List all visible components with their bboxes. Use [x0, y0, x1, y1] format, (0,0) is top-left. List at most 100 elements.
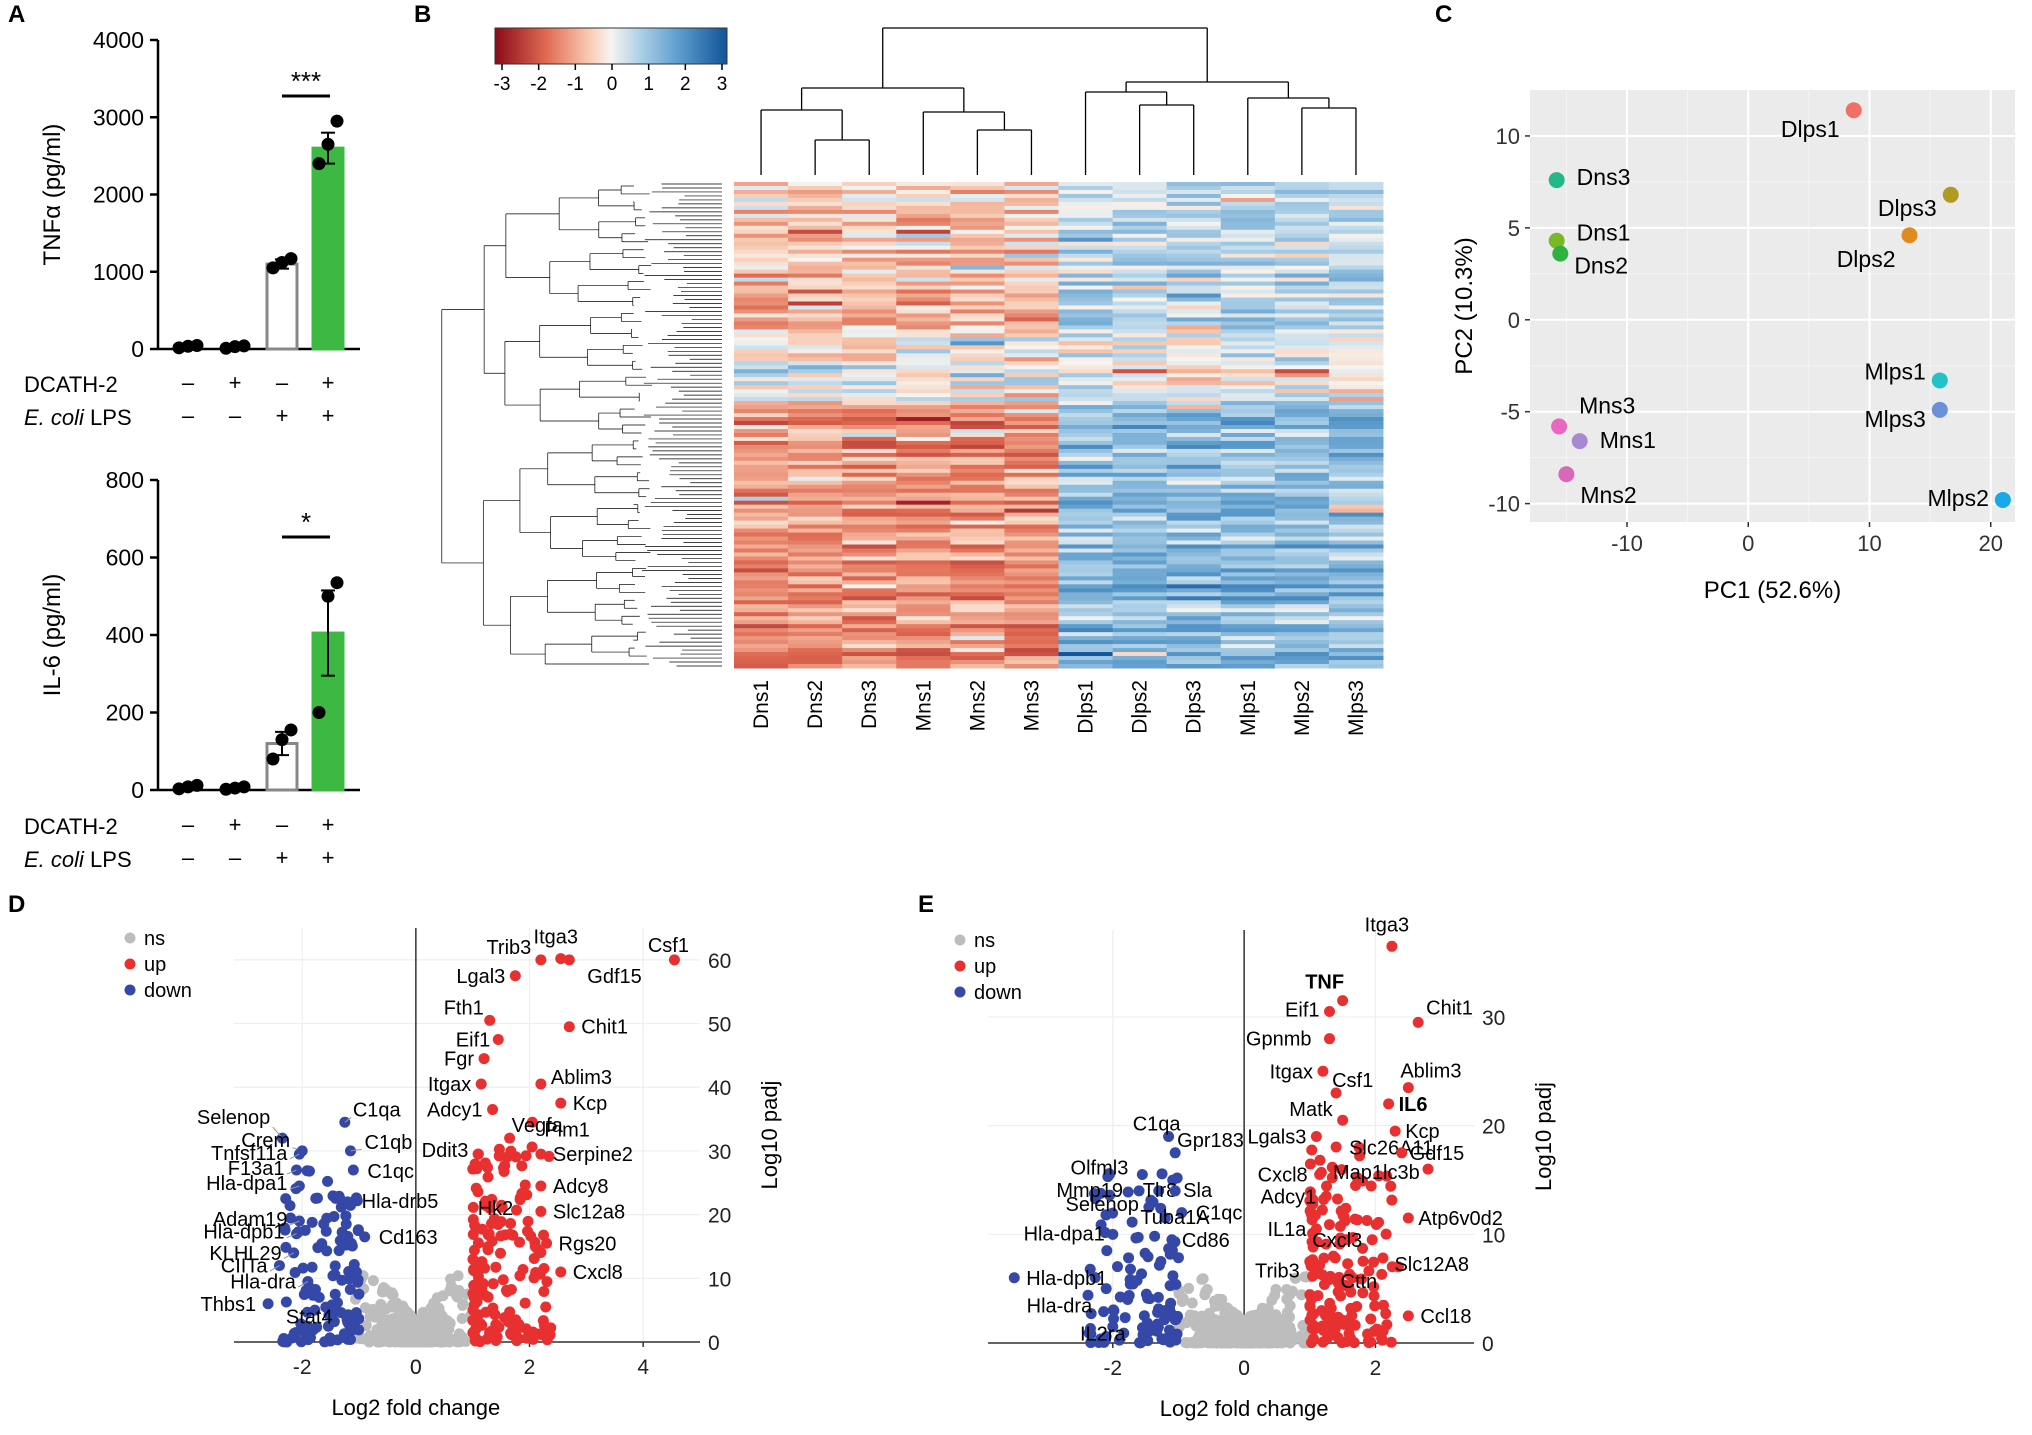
- heatmap-cell: [1274, 205, 1330, 211]
- down-gene-point: [1122, 1186, 1134, 1198]
- heatmap-cell: [896, 265, 951, 271]
- heatmap-cell: [842, 456, 897, 462]
- heatmap-cell: [734, 233, 789, 239]
- down-gene-point: [1171, 1172, 1183, 1184]
- heatmap-cell: [1004, 508, 1059, 514]
- heatmap-cell: [1274, 289, 1330, 295]
- panel-letter-e: E: [918, 891, 934, 918]
- heatmap-cell: [950, 644, 1005, 649]
- heatmap-cell: [842, 552, 897, 557]
- down-gene-point: [326, 1299, 338, 1311]
- heatmap-cell: [896, 608, 951, 613]
- up-gene-point: [1317, 1324, 1329, 1336]
- heatmap-cell: [896, 596, 951, 601]
- heatmap-cell: [842, 476, 897, 482]
- heatmap-cell: [1220, 656, 1276, 661]
- heatmap-cell: [950, 588, 1005, 593]
- heatmap-cell: [1004, 488, 1059, 494]
- y-tick-label: 800: [106, 467, 144, 493]
- heatmap-cell: [1328, 221, 1384, 227]
- labeled-gene-point: [1310, 1223, 1322, 1235]
- up-gene-point: [520, 1150, 532, 1162]
- up-gene-point: [511, 1204, 523, 1216]
- heatmap-cell: [1112, 576, 1168, 581]
- scale-tick-label: 3: [717, 74, 728, 95]
- heatmap-cell: [1274, 488, 1330, 494]
- up-gene-point: [467, 1253, 479, 1265]
- heatmap-cell: [842, 568, 897, 573]
- heatmap-cell: [1328, 536, 1384, 542]
- heatmap-cell: [1058, 468, 1114, 474]
- heatmap-cell: [734, 213, 789, 219]
- heatmap-cell: [842, 353, 897, 358]
- heatmap-cell: [842, 373, 897, 378]
- heatmap-cell: [1058, 520, 1114, 526]
- heatmap-cell: [896, 377, 951, 382]
- pca-point: [1845, 102, 1862, 119]
- ns-gene-point: [1201, 1284, 1213, 1296]
- up-gene-point: [540, 1301, 552, 1313]
- gene-label: Itga3: [534, 927, 578, 949]
- heatmap-cell: [1220, 516, 1276, 522]
- down-gene-point: [1082, 1289, 1094, 1301]
- heatmap-cell: [1004, 417, 1059, 422]
- heatmap-cell: [896, 476, 951, 482]
- heatmap-cell: [1112, 373, 1168, 378]
- y-tick-label: 10: [1482, 1224, 1505, 1247]
- heatmap-cell: [1274, 369, 1330, 374]
- heatmap-cell: [734, 656, 789, 661]
- heatmap-cell: [1058, 448, 1114, 454]
- heatmap-cell: [1220, 249, 1276, 255]
- heatmap-cell: [734, 608, 789, 613]
- heatmap-cell: [1058, 349, 1114, 354]
- ns-gene-point: [1180, 1337, 1192, 1349]
- heatmap-cell: [1328, 421, 1384, 426]
- heatmap-cell: [1004, 652, 1059, 657]
- heatmap-cell: [1058, 536, 1114, 542]
- heatmap-cell: [896, 484, 951, 490]
- label-leader-line: [283, 1252, 294, 1259]
- heatmap-cell: [1166, 448, 1222, 454]
- x-tick-label: 10: [1857, 531, 1881, 556]
- y-axis-label: Log10 padj: [757, 1081, 782, 1190]
- heatmap-cell: [734, 436, 789, 442]
- gene-label: Trib3: [486, 937, 531, 959]
- heatmap-cell: [1112, 592, 1168, 597]
- labeled-gene-point: [1163, 1131, 1175, 1142]
- gene-label: Chit1: [581, 1017, 628, 1039]
- up-gene-point: [491, 1331, 503, 1343]
- heatmap-cell: [896, 369, 951, 374]
- panel-letter-b: B: [414, 1, 431, 28]
- heatmap-cell: [1328, 269, 1384, 275]
- gene-label: Cxcl8: [1258, 1165, 1308, 1187]
- heatmap-cell: [842, 213, 897, 219]
- gene-label: Hla-drb5: [362, 1191, 439, 1213]
- y-tick-label: 1000: [93, 259, 144, 285]
- heatmap-cell: [1166, 289, 1222, 295]
- heatmap-cell: [842, 616, 897, 621]
- heatmap-cell: [1166, 480, 1222, 486]
- heatmap-cell: [1058, 221, 1114, 227]
- heatmap-cell: [1328, 182, 1384, 187]
- heatmap-cell: [788, 257, 843, 263]
- heatmap-cell: [734, 265, 789, 271]
- y-axis-label: IL-6 (pg/ml): [39, 574, 66, 697]
- heatmap-cell: [842, 492, 897, 498]
- heatmap-cell: [1112, 552, 1168, 557]
- up-gene-point: [514, 1236, 526, 1248]
- heatmap-cell: [1220, 353, 1276, 358]
- ns-gene-point: [1186, 1297, 1198, 1309]
- heatmap-cell: [1328, 664, 1384, 669]
- heatmap-cell: [788, 265, 843, 271]
- heatmap-cell: [1058, 345, 1114, 350]
- heatmap-cell: [1004, 600, 1059, 605]
- heatmap-cell: [1004, 628, 1059, 633]
- heatmap-cell: [734, 604, 789, 609]
- heatmap-cell: [788, 576, 843, 581]
- heatmap-cell: [788, 341, 843, 346]
- heatmap-cell: [896, 480, 951, 486]
- heatmap-cell: [1328, 293, 1384, 299]
- heatmap-cell: [1328, 301, 1384, 306]
- legend-label: up: [144, 954, 166, 976]
- heatmap-cell: [788, 361, 843, 366]
